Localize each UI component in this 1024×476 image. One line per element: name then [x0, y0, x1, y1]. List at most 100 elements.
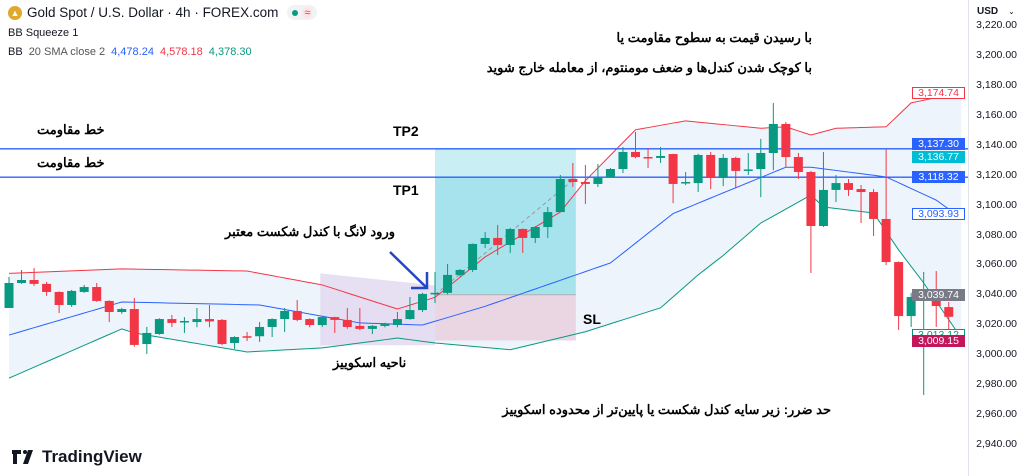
- candle-body: [731, 157, 741, 171]
- candle-body: [4, 282, 14, 308]
- price-label: 3,118.32: [912, 171, 965, 184]
- candle-body: [555, 179, 565, 213]
- candle-body: [154, 319, 164, 335]
- price-tick: 3,160.00: [976, 108, 1017, 121]
- candle-body: [580, 182, 590, 184]
- price-tick: 3,200.00: [976, 49, 1017, 61]
- bb-basis-value: 4,478.24: [111, 46, 154, 58]
- price-tick: 3,060.00: [976, 258, 1017, 271]
- candle-body: [844, 183, 854, 190]
- candle-body: [743, 169, 753, 171]
- candle-body: [455, 269, 465, 275]
- position-dashed-line: [434, 177, 577, 296]
- take-profit-zone-upper: [435, 148, 576, 178]
- price-label: 3,136.77: [912, 151, 965, 164]
- candle-body: [317, 317, 327, 326]
- candle-body: [618, 151, 628, 169]
- price-tick: 2,940.00: [976, 437, 1017, 450]
- bb-lower-line: [8, 194, 962, 379]
- price-tick: 2,960.00: [976, 408, 1017, 421]
- tradingview-logo[interactable]: TradingView: [12, 447, 142, 467]
- candle-body: [631, 151, 640, 158]
- resistance-label-2: خط مقاومت: [37, 155, 105, 170]
- candle-body: [831, 183, 841, 190]
- candle-body: [894, 262, 904, 317]
- candle-body: [605, 168, 615, 177]
- gold-coin-icon: ▲: [8, 5, 22, 20]
- candle-body: [367, 325, 377, 329]
- sl-label: SL: [583, 311, 601, 327]
- bb-upper-line: [8, 91, 962, 310]
- candle-body: [706, 154, 716, 178]
- candle-body: [355, 325, 365, 329]
- candle-body: [380, 323, 390, 326]
- candle-body: [530, 227, 540, 238]
- candle-body: [79, 287, 89, 292]
- candle-body: [54, 291, 64, 305]
- candle-body: [255, 326, 265, 337]
- candle-body: [330, 317, 340, 320]
- entry-label: ورود لانگ با کندل شکست معتبر: [225, 224, 395, 239]
- candle-body: [543, 212, 553, 228]
- indicator-bb-squeeze[interactable]: BB Squeeze 1: [8, 27, 79, 39]
- price-axis[interactable]: USD ⌄ 3,220.00 3,200.00 3,180.00 3,160.00 3,1…: [968, 0, 1024, 476]
- candle-body: [443, 274, 453, 293]
- chart-header: ▲ Gold Spot / U.S. Dollar · 4h · FOREX.c…: [8, 5, 318, 20]
- candle-body: [693, 154, 703, 184]
- exit-note-line1: با رسیدن قیمت به سطوح مقاومت یا: [616, 30, 812, 45]
- symbol-title[interactable]: Gold Spot / U.S. Dollar · 4h · FOREX.com: [27, 5, 279, 20]
- price-chart[interactable]: [0, 0, 968, 476]
- price-label: 3,039.74: [912, 288, 965, 301]
- price-tick: 3,180.00: [976, 78, 1017, 91]
- resistance-label-1: خط مقاومت: [37, 122, 105, 137]
- stop-loss-note: حد ضرر: زیر سایه کندل شکست یا پایین‌تر ا…: [502, 402, 831, 417]
- candle-body: [204, 319, 214, 322]
- candle-body: [806, 171, 816, 226]
- logo-text: TradingView: [42, 447, 142, 466]
- candle-body: [92, 287, 102, 301]
- price-label: 3,174.74: [912, 86, 965, 99]
- price-tick: 3,020.00: [976, 318, 1017, 331]
- candle-body: [944, 307, 954, 317]
- candle-body: [768, 123, 778, 153]
- candle-body: [129, 309, 139, 345]
- chevron-down-icon: ⌄: [1008, 7, 1015, 16]
- tp1-label: TP1: [393, 182, 419, 198]
- entry-arrow-icon: [389, 251, 429, 290]
- tradingview-logo-icon: [12, 450, 33, 464]
- candle-body: [430, 292, 440, 295]
- candle-body: [718, 157, 728, 178]
- bb-params: 20 SMA close 2: [28, 46, 106, 58]
- squeeze-zone: [320, 273, 436, 346]
- market-status-pill[interactable]: ≈: [287, 5, 318, 20]
- candle-body: [117, 309, 127, 313]
- wave-icon: ≈: [302, 6, 313, 19]
- candle-body: [881, 218, 891, 263]
- candle-body: [818, 189, 828, 226]
- candle-body: [267, 319, 277, 327]
- candle-body: [42, 283, 52, 292]
- candle-body: [869, 192, 879, 219]
- indicator-bb[interactable]: BB 20 SMA close 2 4,478.24 4,578.18 4,37…: [8, 46, 252, 58]
- candle-body: [417, 293, 427, 311]
- price-tick: 3,000.00: [976, 348, 1017, 361]
- candle-body: [906, 297, 916, 317]
- candle-body: [505, 228, 515, 245]
- candle-body: [493, 237, 503, 245]
- currency-selector[interactable]: USD ⌄: [977, 6, 1015, 17]
- candle-body: [305, 319, 315, 326]
- candle-body: [67, 290, 77, 305]
- candle-body: [280, 310, 290, 320]
- candle-body: [931, 297, 941, 307]
- candle-body: [217, 319, 227, 345]
- candle-body: [292, 310, 302, 320]
- price-label: 3,009.15: [912, 334, 965, 347]
- price-label: 3,093.93: [912, 207, 965, 220]
- exit-note-line2: با کوچک شدن کندل‌ها و ضعف مومنتوم، از مع…: [486, 60, 812, 75]
- price-tick: 3,080.00: [976, 228, 1017, 241]
- candle-body: [468, 243, 478, 270]
- bb-upper-value: 4,578.18: [159, 46, 203, 58]
- candle-body: [392, 319, 402, 326]
- bb-lower-value: 4,378.30: [208, 46, 252, 58]
- candle-body: [104, 300, 114, 313]
